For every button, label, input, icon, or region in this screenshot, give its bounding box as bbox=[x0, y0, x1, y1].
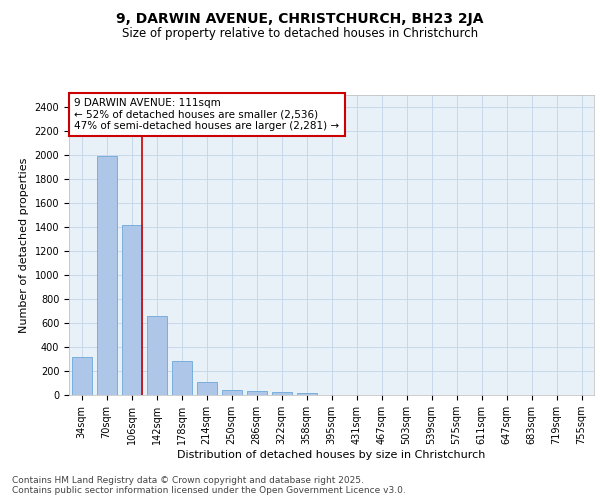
Text: Contains HM Land Registry data © Crown copyright and database right 2025.
Contai: Contains HM Land Registry data © Crown c… bbox=[12, 476, 406, 495]
Bar bbox=[121, 224, 142, 395]
Text: 9, DARWIN AVENUE, CHRISTCHURCH, BH23 2JA: 9, DARWIN AVENUE, CHRISTCHURCH, BH23 2JA bbox=[116, 12, 484, 26]
X-axis label: Distribution of detached houses by size in Christchurch: Distribution of detached houses by size … bbox=[178, 450, 485, 460]
Bar bbox=[71, 356, 91, 395]
Bar bbox=[271, 392, 292, 395]
Bar bbox=[296, 393, 317, 395]
Bar bbox=[172, 361, 191, 395]
Bar bbox=[221, 390, 241, 395]
Y-axis label: Number of detached properties: Number of detached properties bbox=[19, 158, 29, 332]
Text: 9 DARWIN AVENUE: 111sqm
← 52% of detached houses are smaller (2,536)
47% of semi: 9 DARWIN AVENUE: 111sqm ← 52% of detache… bbox=[74, 98, 340, 131]
Bar bbox=[97, 156, 116, 395]
Bar bbox=[197, 382, 217, 395]
Text: Size of property relative to detached houses in Christchurch: Size of property relative to detached ho… bbox=[122, 28, 478, 40]
Bar bbox=[146, 316, 167, 395]
Bar bbox=[247, 391, 266, 395]
